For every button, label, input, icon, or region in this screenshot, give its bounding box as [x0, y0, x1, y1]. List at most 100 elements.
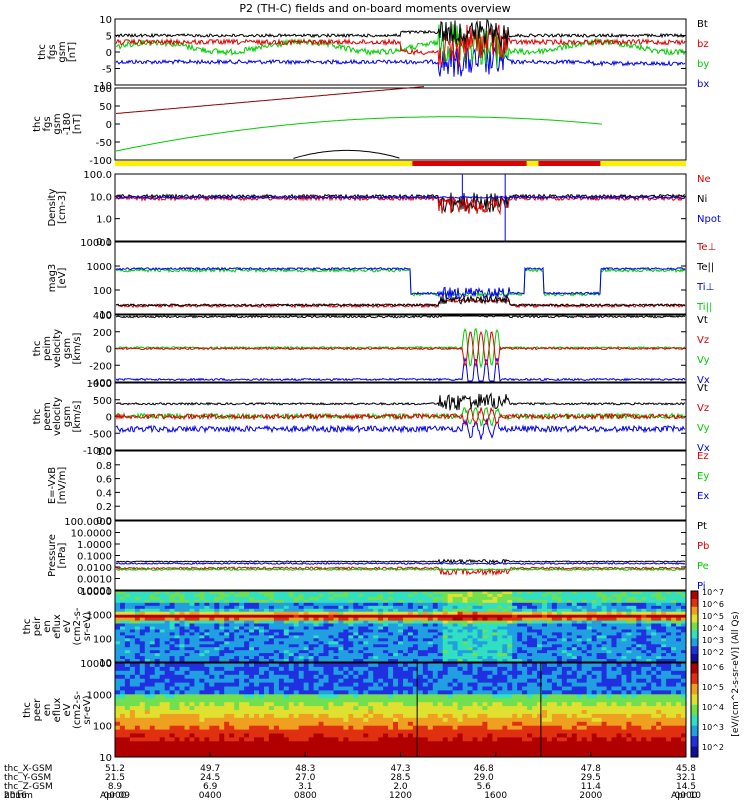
spectrogram-cell: [581, 599, 588, 604]
spectrogram-cell: [308, 749, 314, 754]
spectrogram-cell: [159, 682, 166, 687]
spectrogram-cell: [517, 599, 523, 604]
spectrogram-cell: [427, 733, 434, 738]
spectrogram-cell: [487, 717, 493, 723]
spectrogram-cell: [139, 713, 146, 719]
spectrogram-cell: [129, 745, 136, 750]
spectrogram-cell: [616, 602, 622, 607]
spectrogram-cell: [204, 721, 210, 727]
spectrogram-cell: [606, 641, 612, 645]
spectrogram-cell: [586, 617, 593, 621]
spectrogram-cell: [164, 733, 171, 738]
spectrogram-cell: [556, 591, 563, 595]
spectrogram-cell: [139, 602, 146, 607]
spectrogram-cell: [388, 629, 394, 633]
spectrogram-cell: [497, 678, 503, 683]
spectrogram-cell: [681, 659, 687, 663]
spectrogram-cell: [244, 733, 250, 738]
spectrogram-cell: [264, 638, 270, 642]
spectrogram-cell: [512, 686, 518, 691]
spectrogram-cell: [477, 670, 483, 676]
spectrogram-cell: [239, 702, 245, 707]
spectrogram-cell: [646, 596, 652, 601]
spectrogram-cell: [293, 745, 300, 750]
spectrogram-cell: [134, 721, 141, 727]
spectrogram-cell: [283, 733, 290, 738]
spectrogram-cell: [417, 694, 424, 699]
spectrogram-cell: [621, 614, 627, 619]
spectrogram-cell: [194, 647, 200, 651]
spectrogram-cell: [537, 594, 543, 598]
spectrogram-cell: [427, 670, 434, 676]
spectrogram-cell: [249, 663, 255, 668]
spectrogram-cell: [129, 632, 136, 636]
spectrogram-cell: [174, 659, 180, 663]
spectrogram-cell: [318, 741, 324, 746]
spectrogram-cell: [303, 653, 310, 657]
spectrogram-cell: [432, 647, 439, 651]
spectrogram-cell: [313, 670, 319, 676]
spectrogram-cell: [313, 666, 319, 672]
spectrogram-cell: [621, 599, 627, 604]
spectrogram-cell: [467, 710, 473, 715]
spectrogram-cell: [283, 608, 290, 613]
spectrogram-cell: [120, 644, 126, 648]
spectrogram-cell: [298, 596, 305, 601]
series-vy: [115, 406, 686, 427]
spectrogram-cell: [254, 647, 260, 651]
spectrogram-cell: [482, 666, 488, 672]
spectrogram-cell: [323, 710, 329, 715]
spectrogram-cell: [303, 737, 310, 742]
spectrogram-cell: [338, 682, 344, 687]
spectrogram-cell: [422, 611, 429, 616]
spectrogram-cell: [338, 638, 344, 642]
spectrogram-cell: [601, 626, 607, 630]
spectrogram-cell: [159, 605, 166, 610]
spectrogram-cell: [209, 605, 215, 610]
spectrogram-cell: [234, 617, 240, 621]
spectrogram-cell: [164, 729, 171, 734]
spectrogram-cell: [298, 663, 305, 668]
spectrogram-cell: [417, 713, 424, 719]
spectrogram-cell: [139, 721, 146, 727]
y-axis-label: [km/s]: [72, 332, 83, 364]
spectrogram-cell: [482, 599, 488, 604]
spectrogram-cell: [159, 653, 166, 657]
spectrogram-cell: [313, 745, 319, 750]
spectrogram-cell: [502, 647, 508, 651]
spectrogram-cell: [457, 591, 463, 595]
spectrogram-cell: [313, 749, 319, 754]
spectrogram-cell: [452, 605, 458, 610]
spectrogram-cell: [224, 698, 230, 703]
spectrogram-cell: [437, 629, 444, 633]
spectrogram-cell: [169, 753, 175, 758]
spectrogram-cell: [234, 614, 240, 619]
spectrogram-cell: [517, 617, 523, 621]
spectrogram-cell: [254, 710, 260, 715]
spectrogram-cell: [224, 650, 230, 654]
spectrogram-cell: [542, 638, 548, 642]
spectrogram-cell: [115, 656, 121, 660]
spectrogram-cell: [358, 666, 364, 672]
spectrogram-cell: [601, 650, 607, 654]
spectrogram-cell: [264, 605, 270, 610]
spectrogram-cell: [313, 611, 319, 616]
spectrogram-cell: [249, 725, 255, 730]
spectrogram-cell: [437, 670, 444, 676]
spectrogram-cell: [194, 605, 200, 610]
spectrogram-cell: [358, 623, 364, 627]
spectrogram-cell: [333, 670, 339, 676]
spectrogram-cell: [517, 710, 523, 715]
spectrogram-cell: [273, 706, 280, 711]
spectrogram-cell: [194, 594, 200, 598]
spectrogram-cell: [115, 745, 121, 750]
spectrogram-cell: [174, 725, 180, 730]
spectrogram-cell: [328, 753, 334, 758]
spectrogram-cell: [661, 650, 667, 654]
spectrogram-cell: [551, 635, 558, 639]
spectrogram-cell: [492, 737, 498, 742]
spectrogram-cell: [412, 674, 419, 680]
spectrogram-cell: [532, 596, 538, 601]
spectrogram-cell: [134, 591, 141, 595]
spectrogram-cell: [378, 741, 384, 746]
